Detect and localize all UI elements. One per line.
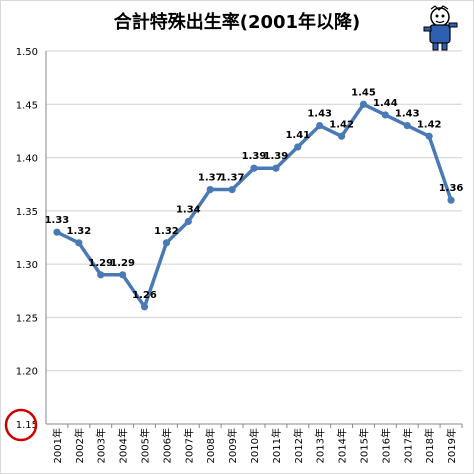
data-point bbox=[162, 239, 171, 247]
series-line-path bbox=[55, 102, 453, 309]
data-label: 1.44 bbox=[373, 98, 398, 109]
data-label: 1.32 bbox=[66, 226, 91, 237]
y-tick-label: 1.30 bbox=[16, 260, 38, 271]
highlight-circle bbox=[4, 408, 38, 442]
y-tick-label: 1.40 bbox=[16, 154, 38, 165]
data-point bbox=[316, 122, 324, 130]
data-label: 1.37 bbox=[220, 173, 245, 184]
x-tick-label: 2001年 bbox=[51, 428, 64, 463]
data-point bbox=[425, 132, 433, 140]
data-label: 1.42 bbox=[329, 119, 354, 130]
mascot-icon bbox=[423, 5, 458, 51]
y-tick-label: 1.25 bbox=[16, 313, 38, 324]
data-label: 1.45 bbox=[351, 87, 376, 98]
data-point bbox=[337, 132, 346, 140]
x-tick-label: 2016年 bbox=[379, 428, 392, 463]
data-label: 1.29 bbox=[88, 258, 113, 269]
y-tick-label: 1.45 bbox=[16, 100, 38, 111]
data-label: 1.37 bbox=[198, 173, 223, 184]
data-point bbox=[184, 217, 192, 226]
data-point bbox=[250, 164, 258, 172]
y-tick-label: 1.50 bbox=[16, 47, 38, 58]
x-tick-label: 2005年 bbox=[139, 428, 152, 463]
data-point bbox=[381, 111, 389, 119]
x-tick-label: 2003年 bbox=[95, 428, 108, 463]
data-label: 1.39 bbox=[264, 151, 289, 162]
data-point bbox=[119, 271, 127, 279]
data-label: 1.39 bbox=[242, 151, 267, 162]
x-tick-label: 2017年 bbox=[401, 428, 414, 463]
x-tick-label: 2007年 bbox=[182, 428, 195, 463]
data-label: 1.29 bbox=[110, 258, 135, 269]
data-point bbox=[403, 122, 411, 130]
y-tick-labels: 1.15 1.20 1.25 1.30 1.35 1.40 1.45 1.50 bbox=[16, 47, 38, 431]
x-tick-label: 2015年 bbox=[357, 428, 370, 463]
data-point bbox=[97, 271, 105, 279]
x-tick-label: 2008年 bbox=[204, 428, 217, 463]
x-tick-label: 2013年 bbox=[314, 428, 327, 463]
data-point bbox=[53, 228, 61, 236]
data-point bbox=[140, 303, 149, 311]
data-point bbox=[294, 143, 302, 151]
x-tick-label: 2002年 bbox=[73, 428, 86, 463]
x-tick-label: 2004年 bbox=[117, 428, 130, 463]
x-tick-label: 2012年 bbox=[292, 428, 305, 463]
data-point bbox=[228, 185, 236, 194]
y-tick-label: 1.20 bbox=[16, 367, 38, 378]
x-tick-label: 2019年 bbox=[445, 428, 458, 463]
data-label: 1.32 bbox=[154, 226, 179, 237]
x-tick-labels: 2001年 2002年 2003年 2004年 2005年 2006年 2007年 2008年… bbox=[51, 428, 458, 463]
data-label: 1.34 bbox=[176, 205, 201, 216]
data-point bbox=[359, 100, 368, 108]
y-tick-label: 1.35 bbox=[16, 207, 38, 218]
data-label: 1.36 bbox=[439, 183, 464, 194]
x-tick-label: 2010年 bbox=[248, 428, 261, 463]
x-tick-label: 2011年 bbox=[270, 428, 283, 463]
data-label: 1.26 bbox=[132, 290, 157, 301]
data-label: 1.33 bbox=[45, 215, 70, 226]
x-tick-label: 2018年 bbox=[423, 428, 436, 463]
data-point bbox=[75, 239, 83, 247]
gridlines bbox=[46, 50, 462, 425]
axes bbox=[45, 51, 463, 428]
data-labels: 1.331.321.291.291.261.321.341.371.371.39… bbox=[45, 87, 464, 300]
data-point bbox=[447, 196, 455, 204]
chart-title: 合計特殊出生率(2001年以降) bbox=[113, 12, 361, 33]
data-label: 1.43 bbox=[307, 109, 332, 120]
data-point bbox=[272, 164, 280, 172]
x-tick-label: 2006年 bbox=[160, 428, 173, 463]
data-label: 1.43 bbox=[395, 109, 420, 120]
series-line bbox=[55, 102, 453, 309]
series-points bbox=[53, 100, 455, 311]
y-tick-label: 1.15 bbox=[16, 420, 38, 431]
data-point bbox=[206, 185, 214, 194]
x-tick-label: 2014年 bbox=[336, 428, 349, 463]
x-tick-label: 2009年 bbox=[226, 428, 239, 463]
data-label: 1.42 bbox=[417, 119, 442, 130]
highlight-layer bbox=[4, 408, 38, 442]
data-label: 1.41 bbox=[285, 130, 310, 141]
